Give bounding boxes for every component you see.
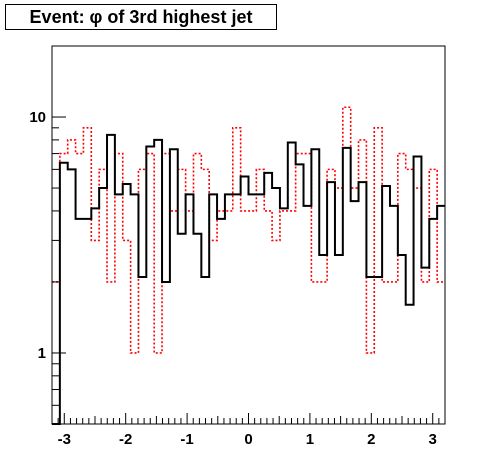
- red-dotted-histogram: [52, 106, 445, 354]
- x-tick-label: 3: [429, 431, 437, 448]
- chart-title: Event: φ of 3rd highest jet: [29, 6, 253, 27]
- black-solid-histogram: [52, 133, 445, 425]
- x-tick-label: 2: [367, 431, 375, 448]
- x-tick-label: -2: [119, 431, 132, 448]
- y-tick-label: 1: [38, 345, 46, 362]
- y-tick-label: 10: [29, 109, 46, 126]
- x-tick-label: 1: [306, 431, 314, 448]
- plot-frame: [51, 45, 446, 425]
- x-tick-label: -1: [180, 431, 193, 448]
- x-tick-label: 0: [244, 431, 252, 448]
- chart-title-box: Event: φ of 3rd highest jet: [5, 4, 277, 30]
- x-tick-label: -3: [58, 431, 71, 448]
